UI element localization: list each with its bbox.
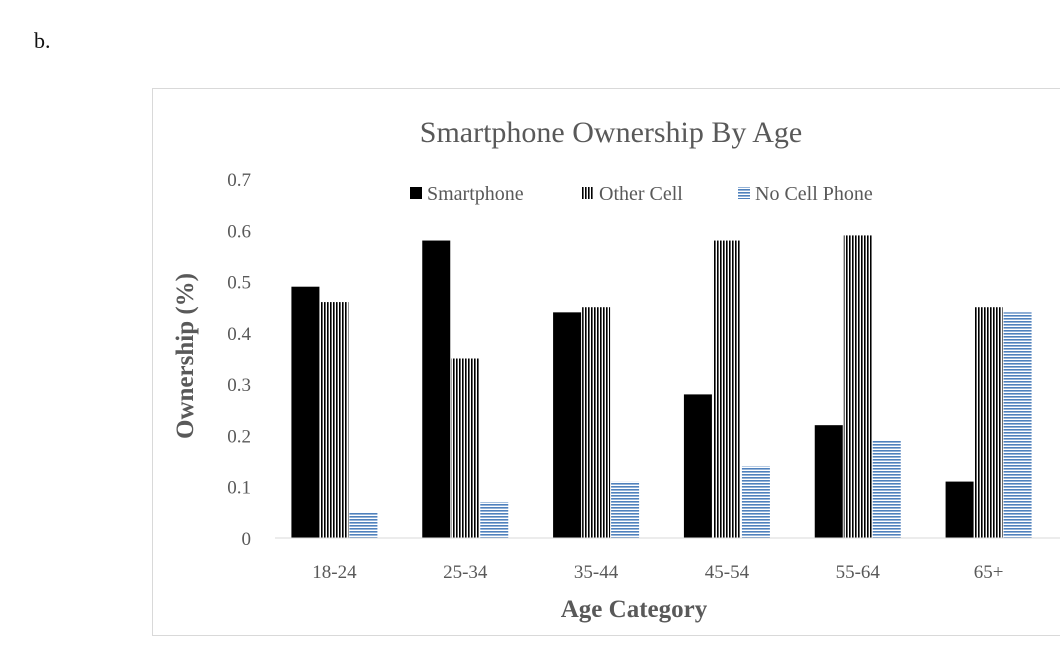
bar-other-cell-45-54 [712, 240, 741, 539]
bars [291, 235, 1032, 539]
y-axis-title: Ownership (%) [172, 273, 199, 439]
bar-smartphone-25-34 [422, 240, 451, 539]
bar-no-cell-phone-18-24 [349, 512, 378, 538]
legend-label-other-cell: Other Cell [599, 183, 683, 205]
y-tick-label: 0.4 [227, 324, 251, 345]
y-tick-label: 0.3 [227, 375, 251, 396]
bar-smartphone-45-54 [683, 394, 712, 538]
y-tick-label: 0.2 [227, 426, 251, 447]
bar-smartphone-35-44 [553, 312, 582, 538]
legend: Smartphone Other Cell No Cell Phone [410, 183, 873, 205]
bar-other-cell-55-64 [843, 235, 872, 538]
legend-swatch-other-cell [582, 187, 594, 199]
bar-other-cell-18-24 [320, 302, 349, 538]
bar-no-cell-phone-25-34 [480, 502, 509, 538]
y-tick-label: 0.1 [227, 478, 251, 499]
bar-other-cell-35-44 [582, 307, 611, 538]
bar-smartphone-18-24 [291, 286, 320, 538]
x-tick-label: 65+ [974, 562, 1004, 583]
y-axis-ticks: 0 0.1 0.2 0.3 0.4 0.5 0.6 0.7 [227, 170, 251, 550]
y-tick-label: 0.7 [227, 170, 251, 191]
bar-smartphone-65 [945, 481, 974, 538]
x-tick-label: 35-44 [574, 562, 619, 583]
x-tick-label: 25-34 [443, 562, 488, 583]
y-tick-label: 0.5 [227, 273, 251, 294]
bar-no-cell-phone-35-44 [611, 481, 640, 538]
panel-label: b. [34, 28, 51, 53]
legend-swatch-no-cell-phone [738, 187, 750, 199]
y-tick-label: 0.6 [227, 221, 251, 242]
bar-no-cell-phone-45-54 [741, 466, 770, 538]
x-tick-label: 18-24 [312, 562, 357, 583]
bar-other-cell-25-34 [451, 358, 480, 538]
x-tick-label: 55-64 [836, 562, 881, 583]
legend-label-no-cell-phone: No Cell Phone [755, 183, 873, 205]
legend-label-smartphone: Smartphone [427, 183, 524, 205]
chart-title: Smartphone Ownership By Age [420, 116, 802, 149]
x-axis-title: Age Category [561, 596, 708, 623]
bar-no-cell-phone-55-64 [872, 440, 901, 538]
y-tick-label: 0 [242, 529, 252, 550]
bar-no-cell-phone-65 [1003, 312, 1032, 538]
legend-swatch-smartphone [410, 187, 422, 199]
bar-smartphone-55-64 [814, 425, 843, 538]
x-tick-label: 45-54 [705, 562, 750, 583]
x-axis-ticks: 18-24 25-34 35-44 45-54 55-64 65+ [312, 562, 1003, 583]
bar-other-cell-65 [974, 307, 1003, 538]
